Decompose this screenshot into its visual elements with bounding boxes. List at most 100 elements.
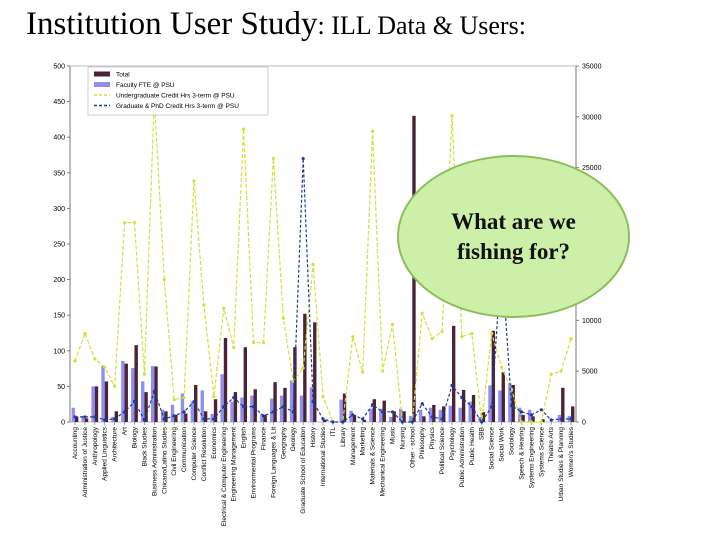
- total-bar: [531, 416, 535, 422]
- right-axis-tick-label: 30000: [582, 114, 602, 121]
- faculty-bar: [379, 408, 383, 422]
- slide-title-main: Institution User Study: [26, 6, 318, 42]
- faculty-bar: [240, 397, 244, 422]
- grad-point: [93, 415, 97, 419]
- right-axis-tick-label: 35000: [582, 64, 602, 71]
- total-bar: [372, 399, 376, 422]
- undergrad-point: [519, 420, 524, 424]
- grad-point: [470, 405, 474, 409]
- total-bar: [352, 414, 357, 422]
- total-bar: [571, 406, 575, 422]
- total-bar: [213, 399, 218, 422]
- grad-point: [242, 405, 246, 409]
- grad-point: [519, 410, 524, 414]
- x-axis-tick-label: Marketing: [360, 427, 367, 456]
- x-axis-tick-label: Administration of Justice: [82, 427, 89, 498]
- x-axis-tick-label: International Studies: [320, 426, 327, 486]
- grad-point: [142, 418, 147, 422]
- legend: Total Faculty FTE @ PSU Undergraduate Cred…: [87, 66, 269, 116]
- faculty-bar: [81, 415, 85, 422]
- left-axis-tick-label: 450: [53, 99, 65, 106]
- x-axis-tick-label: SBB: [479, 427, 486, 440]
- faculty-bar: [91, 386, 95, 422]
- grad-point: [361, 417, 365, 421]
- undergrad-point: [529, 420, 533, 424]
- total-bar: [253, 389, 257, 422]
- undergrad-point: [371, 129, 375, 133]
- left-axis-tick-label: 0: [61, 420, 65, 427]
- total-bar: [511, 384, 515, 422]
- total-bar: [233, 392, 238, 422]
- callout-text: What are we fishing for?: [451, 208, 576, 264]
- left-axis-tick-label: 500: [53, 64, 65, 71]
- grad-point: [480, 420, 484, 424]
- total-bar: [124, 363, 128, 422]
- left-axis-tick-label: 200: [53, 277, 65, 284]
- undergrad-point: [261, 341, 266, 345]
- x-axis-tick-label: Social Work: [499, 426, 506, 461]
- x-axis-tick-label: Library: [340, 426, 347, 447]
- total-bar: [164, 411, 168, 422]
- grad-point: [122, 410, 127, 414]
- grad-point: [202, 417, 206, 421]
- x-axis-tick-label: Anthropology: [92, 426, 99, 465]
- total-bar: [432, 404, 436, 422]
- right-axis-tick-label: 10000: [582, 318, 602, 325]
- grad-point: [430, 415, 434, 419]
- left-axis-tick-label: 350: [53, 170, 65, 177]
- faculty-bar: [339, 399, 343, 422]
- legend-swatch: [94, 82, 110, 87]
- grad-point: [549, 418, 553, 422]
- faculty-bar: [488, 385, 492, 422]
- undergrad-point: [83, 331, 87, 336]
- x-axis-tick-label: Environmental Programs: [251, 426, 258, 498]
- undergrad-point: [301, 366, 305, 370]
- x-axis-tick-label: Geology: [290, 426, 297, 451]
- undergrad-point: [113, 384, 117, 388]
- faculty-bar: [250, 395, 254, 422]
- undergrad-point: [93, 357, 97, 361]
- x-axis-tick-label: History: [310, 426, 317, 447]
- legend-box: [87, 66, 269, 116]
- grad-point: [509, 404, 514, 408]
- faculty-bar: [527, 409, 532, 422]
- x-axis-tick-label: English: [241, 427, 248, 449]
- undergrad-point: [321, 394, 325, 399]
- grad-point: [113, 417, 117, 421]
- undergrad-point: [420, 311, 424, 315]
- undergrad-point: [549, 372, 553, 376]
- undergrad-point: [132, 221, 137, 225]
- grad-point: [291, 410, 295, 414]
- total-bar: [104, 381, 109, 422]
- right-axis-tick-label: 25000: [582, 165, 602, 172]
- x-axis-tick-label: Finance: [260, 427, 267, 451]
- left-axis-tick-label: 250: [53, 242, 65, 249]
- undergrad-point: [559, 369, 563, 373]
- legend-label: Faculty FTE @ PSU: [116, 82, 175, 89]
- x-axis-tick-label: Theatre Arts: [548, 426, 555, 462]
- x-axis-tick-label: Nursing: [399, 427, 406, 450]
- faculty-bar: [468, 401, 472, 422]
- grad-point: [271, 410, 275, 414]
- faculty-bar: [299, 395, 304, 422]
- total-bar: [521, 414, 525, 422]
- faculty-bar: [289, 380, 294, 422]
- faculty-bar: [508, 383, 512, 422]
- faculty-bar: [518, 407, 522, 422]
- faculty-bar: [498, 390, 502, 422]
- total-bar: [243, 347, 248, 422]
- right-axis-tick-label: 0: [582, 420, 586, 427]
- grad-point: [410, 420, 414, 424]
- slide-title-rest: : ILL Data & Users:: [317, 11, 526, 40]
- undergrad-point: [162, 278, 166, 282]
- x-axis-tick-label: Electrical & Computer Engineering: [221, 427, 228, 527]
- x-axis-tick-label: Public Health: [469, 427, 476, 466]
- total-bar: [293, 347, 297, 422]
- x-axis-tick-label: Speech & Hearing: [518, 427, 525, 480]
- total-bar: [303, 313, 307, 422]
- x-axis-tick-label: Engineering Management: [231, 427, 238, 502]
- faculty-bar: [458, 407, 462, 422]
- undergrad-point: [351, 334, 355, 339]
- total-bar: [471, 394, 476, 422]
- total-bar: [422, 416, 426, 422]
